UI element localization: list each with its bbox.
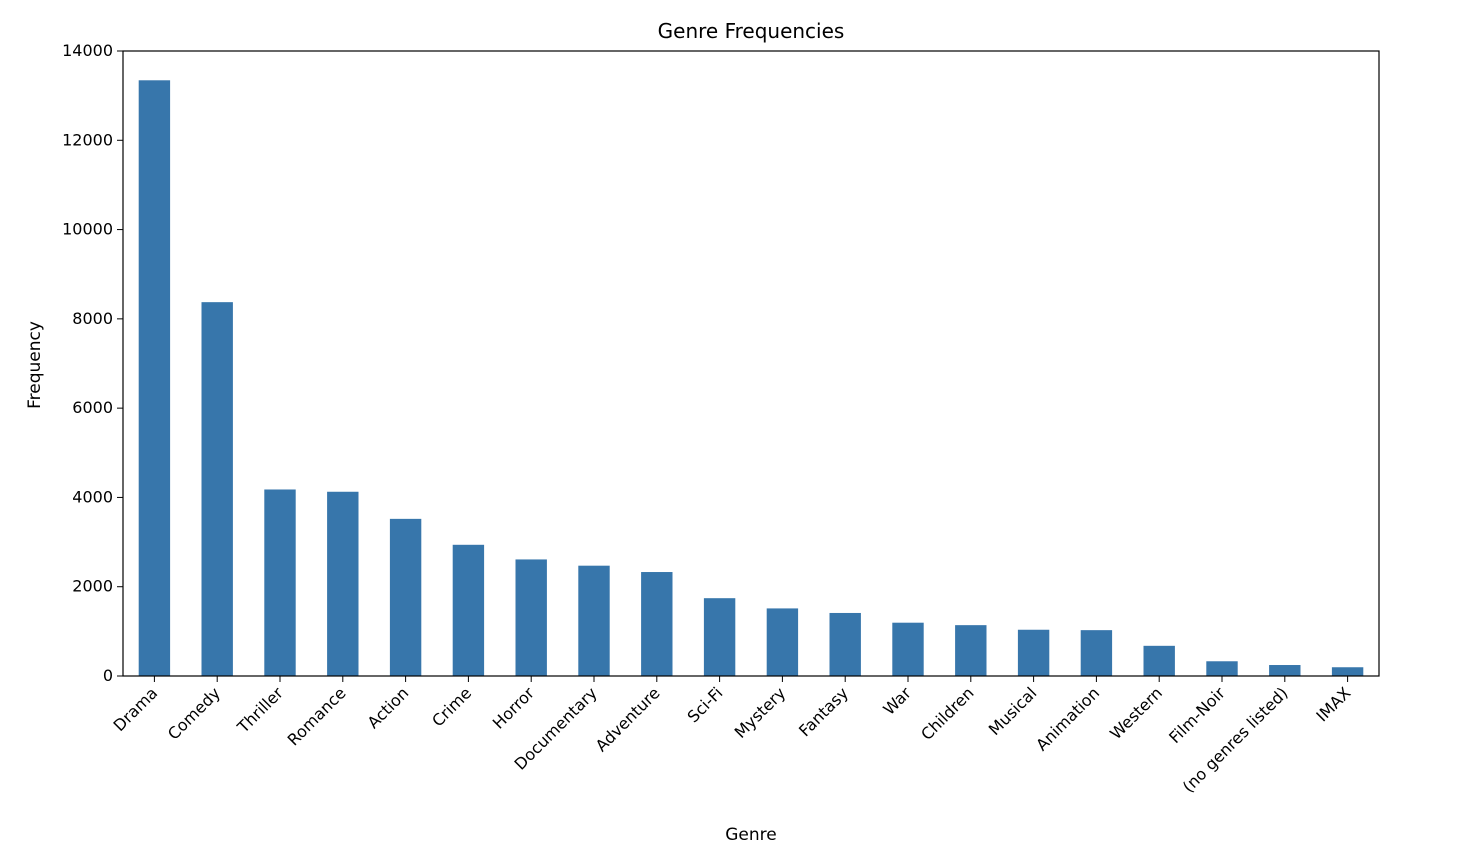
bars-group xyxy=(138,80,1364,677)
bar-fantasy xyxy=(829,612,861,676)
y-tick-label: 12000 xyxy=(62,130,113,149)
bar-drama xyxy=(138,80,171,677)
bar-documentary xyxy=(578,565,610,676)
x-axis-label: Genre xyxy=(725,825,776,845)
y-tick-label: 2000 xyxy=(72,577,113,596)
bar-war xyxy=(892,622,924,676)
bar-comedy xyxy=(201,302,233,676)
y-tick-label: 6000 xyxy=(72,398,113,417)
bar-animation xyxy=(1080,630,1113,676)
plot-frame xyxy=(122,50,1380,677)
bar-romance xyxy=(327,491,359,676)
bar-musical xyxy=(1017,629,1050,676)
bar-children xyxy=(955,625,987,676)
bar-adventure xyxy=(641,572,673,676)
bar-no-genres-listed xyxy=(1269,665,1301,676)
bar-crime xyxy=(452,544,485,676)
bar-film-noir xyxy=(1206,661,1238,676)
y-tick-label: 4000 xyxy=(72,487,113,506)
bar-thriller xyxy=(264,489,296,676)
bar-mystery xyxy=(766,608,799,676)
bar-western xyxy=(1143,645,1175,676)
bar-sci-fi xyxy=(703,598,736,676)
y-tick-label: 14000 xyxy=(62,41,113,60)
y-tick-label: 8000 xyxy=(72,309,113,328)
y-tick-label: 10000 xyxy=(62,220,113,239)
bar-imax xyxy=(1331,667,1364,676)
bar-horror xyxy=(515,559,547,676)
y-axis-label: Frequency xyxy=(25,321,45,409)
y-axis: 0 2000 4000 6000 8000 10000 12000 14000 xyxy=(62,41,123,685)
bar-action xyxy=(389,518,422,676)
y-tick-label: 0 xyxy=(103,666,113,685)
chart-title: Genre Frequencies xyxy=(658,19,845,43)
